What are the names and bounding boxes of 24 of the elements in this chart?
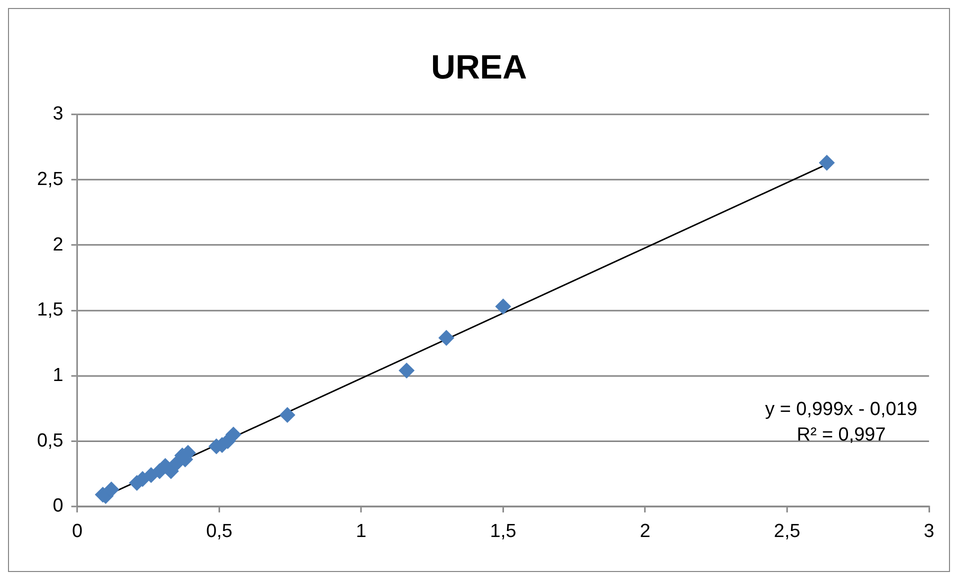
point xyxy=(279,406,296,423)
point xyxy=(495,298,512,314)
x-tick-label: 2,5 xyxy=(774,520,800,542)
x-tick-label: 1,5 xyxy=(490,520,516,542)
x-tick-label: 1 xyxy=(356,520,366,542)
y-tick-label: 2 xyxy=(52,234,64,256)
point xyxy=(818,154,835,171)
point xyxy=(103,481,120,498)
y-tick-label: 1 xyxy=(52,364,64,386)
x-tick-label: 0 xyxy=(72,520,83,542)
annotation: R² = 0,997 xyxy=(796,424,886,446)
x-tick-label: 2 xyxy=(640,520,650,542)
point xyxy=(225,426,242,443)
chart-title: UREA xyxy=(430,48,528,87)
y-tick-label: 3 xyxy=(52,104,64,125)
point xyxy=(398,362,415,379)
x-tick-label: 3 xyxy=(924,520,934,542)
point xyxy=(438,330,454,346)
y-tick-label: 0 xyxy=(52,496,64,517)
x-tick-label: 0,5 xyxy=(206,520,232,542)
annotation: y = 0,999x - 0,019 xyxy=(765,398,918,420)
y-tick-label: 0,5 xyxy=(36,430,64,452)
y-tick-label: 2,5 xyxy=(36,168,64,190)
y-tick-label: 1,5 xyxy=(36,300,64,321)
